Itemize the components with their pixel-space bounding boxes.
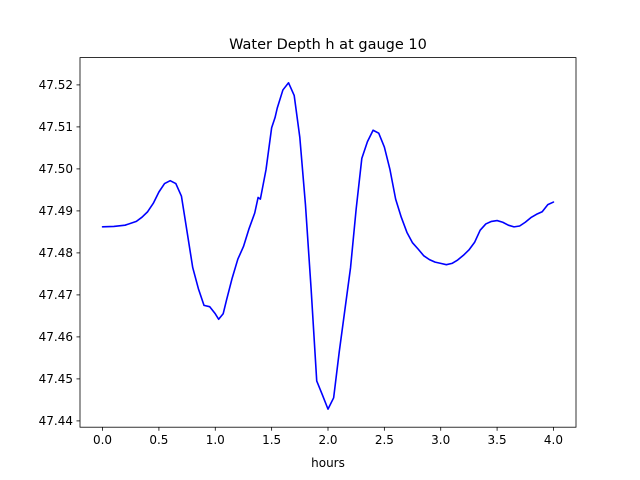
plot-area [80, 57, 576, 428]
x-axis-label: hours [311, 456, 345, 470]
x-tick-label: 2.0 [318, 433, 337, 447]
y-tick-label: 47.51 [39, 120, 73, 134]
chart-title: Water Depth h at gauge 10 [229, 37, 427, 53]
x-tick-label: 3.5 [488, 433, 507, 447]
series-layer [101, 82, 555, 410]
series-line-0 [101, 82, 555, 410]
x-tick-label: 3.0 [431, 433, 450, 447]
x-tick-label: 4.0 [544, 433, 563, 447]
y-tick-label: 47.46 [39, 330, 73, 344]
y-tick-label: 47.50 [39, 162, 73, 176]
y-tick-label: 47.45 [39, 372, 73, 386]
x-axis: 0.0 0.5 1.0 1.5 2.0 2.5 3.0 3.5 4.0 [93, 427, 563, 447]
y-tick-label: 47.47 [39, 288, 73, 302]
y-tick-label: 47.48 [39, 246, 73, 260]
x-tick-label: 1.0 [206, 433, 225, 447]
y-tick-label: 47.44 [39, 414, 73, 428]
x-tick-label: 2.5 [375, 433, 394, 447]
x-tick-label: 1.5 [262, 433, 281, 447]
y-tick-label: 47.52 [39, 78, 73, 92]
y-axis: 47.44 47.45 47.46 47.47 47.48 47.49 47.50 47.51… [39, 78, 80, 428]
x-tick-label: 0.5 [149, 433, 168, 447]
x-tick-label: 0.0 [93, 433, 112, 447]
y-tick-label: 47.49 [39, 204, 73, 218]
